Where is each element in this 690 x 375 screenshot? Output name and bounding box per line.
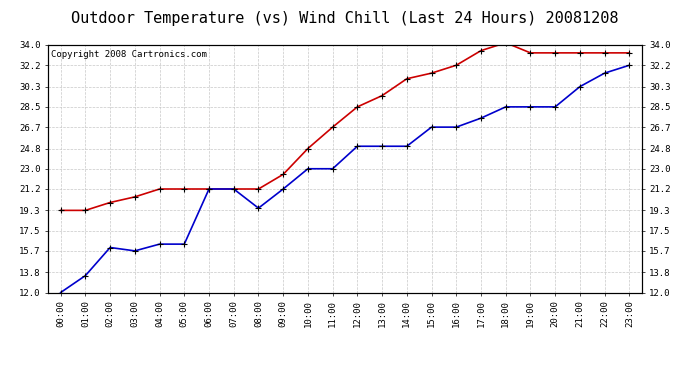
- Text: Outdoor Temperature (vs) Wind Chill (Last 24 Hours) 20081208: Outdoor Temperature (vs) Wind Chill (Las…: [71, 11, 619, 26]
- Text: Copyright 2008 Cartronics.com: Copyright 2008 Cartronics.com: [51, 50, 207, 59]
